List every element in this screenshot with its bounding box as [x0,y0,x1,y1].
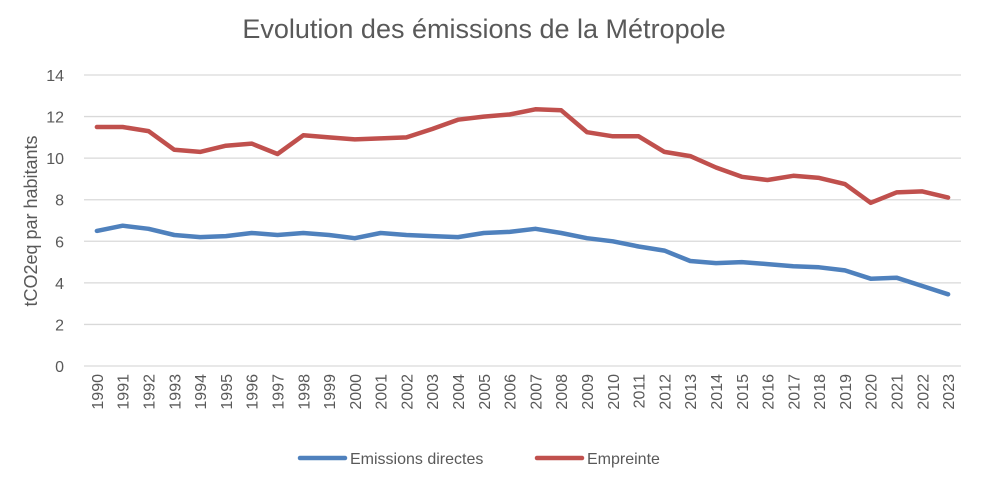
y-tick-label: 2 [55,317,64,334]
x-tick-label: 2007 [528,374,545,410]
x-tick-label: 2021 [890,374,907,410]
y-tick-label: 14 [46,68,64,85]
x-tick-label: 1993 [167,374,184,410]
x-tick-label: 2022 [915,374,932,410]
y-axis-label: tCO2eq par habitants [21,135,41,306]
series-line-empreinte [94,107,951,206]
x-tick-label: 2017 [786,374,803,410]
legend-label: Empreinte [587,451,660,468]
x-tick-label: 2014 [709,374,726,410]
x-tick-label: 1997 [270,374,287,410]
x-tick-label: 2006 [503,374,520,410]
y-tick-label: 12 [46,110,64,127]
x-tick-label: 2003 [425,374,442,410]
gridlines [84,74,961,367]
legend: Emissions directes Empreinte [297,451,660,468]
x-tick-label: 2008 [554,374,571,410]
series-line-emissions-directes [94,223,951,297]
x-tick-label: 2004 [451,374,468,410]
y-tick-label: 10 [46,151,64,168]
y-tick-label: 0 [55,359,64,376]
x-tick-label: 2010 [606,374,623,410]
chart-title: Evolution des émissions de la Métropole [242,14,725,44]
x-tick-label: 2002 [399,374,416,410]
x-tick-label: 2005 [477,374,494,410]
x-tick-label: 2015 [735,374,752,410]
legend-label: Emissions directes [350,451,483,468]
x-axis-ticks: 1990 1991 1992 1993 1994 1995 1996 1997 1998 1999… [90,374,958,410]
y-tick-label: 8 [55,193,64,210]
x-tick-label: 1995 [219,374,236,410]
x-tick-label: 1991 [116,374,133,410]
y-tick-label: 6 [55,234,64,251]
x-tick-label: 1996 [245,374,262,410]
x-tick-label: 2016 [761,374,778,410]
x-tick-label: 2011 [632,374,649,409]
y-axis-ticks: 0 2 4 6 8 10 12 14 [46,68,64,376]
x-tick-label: 2013 [683,374,700,410]
x-tick-label: 1992 [141,374,158,410]
x-tick-label: 2001 [374,374,391,410]
x-tick-label: 2000 [348,374,365,410]
x-tick-label: 2009 [580,374,597,410]
x-tick-label: 2019 [838,374,855,410]
x-tick-label: 1994 [193,374,210,410]
x-tick-label: 2023 [941,374,958,410]
series-lines [94,107,951,297]
x-tick-label: 2018 [812,374,829,410]
x-tick-label: 2012 [657,374,674,410]
x-tick-label: 1998 [296,374,313,410]
x-tick-label: 2020 [864,374,881,410]
y-tick-label: 4 [55,276,64,293]
x-tick-label: 1999 [322,374,339,410]
x-tick-label: 1990 [90,374,107,410]
